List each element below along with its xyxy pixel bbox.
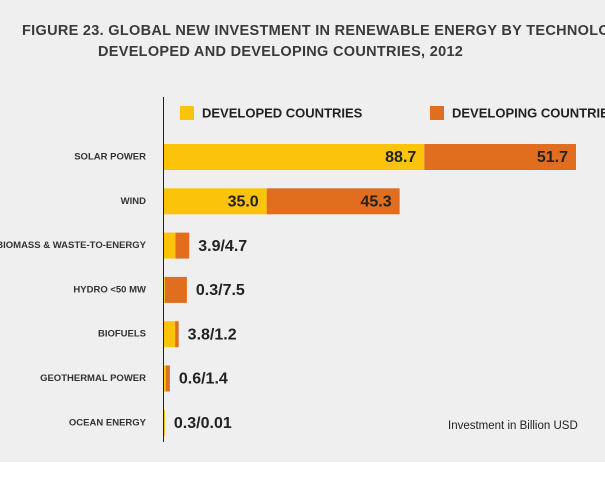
legend-swatch [430, 106, 444, 120]
bar-segment [164, 409, 165, 436]
category-label: WIND [121, 196, 146, 207]
bar-segment [164, 144, 425, 170]
value-label: 0.6/1.4 [179, 371, 228, 388]
chart-subtitle: DEVELOPED AND DEVELOPING COUNTRIES, 2012 [98, 44, 463, 60]
bar-segment [165, 365, 170, 392]
background [0, 0, 605, 462]
category-label: OCEAN ENERGY [69, 417, 147, 428]
legend-label: DEVELOPED COUNTRIES [202, 105, 363, 120]
value-label: 0.3/0.01 [174, 415, 232, 432]
category-label: BIOMASS & WASTE-TO-ENERGY [0, 240, 147, 251]
category-label: BIOFUELS [98, 329, 146, 340]
bar-segment [175, 321, 179, 348]
value-label: 0.3/7.5 [196, 282, 245, 299]
bar-segment [175, 232, 190, 259]
category-label: GEOTHERMAL POWER [40, 373, 146, 384]
bar-segment [164, 365, 166, 392]
bar-segment [266, 188, 400, 215]
bar-segment [164, 276, 165, 303]
bar-segment [164, 276, 187, 303]
bar-segment [164, 232, 176, 259]
bar-segment [164, 188, 267, 215]
chart-title: FIGURE 23. GLOBAL NEW INVESTMENT IN RENE… [22, 23, 605, 39]
value-label: 3.8/1.2 [188, 326, 237, 343]
value-label: 35.0 [228, 194, 259, 211]
value-label: 51.7 [537, 149, 568, 166]
bar-segment [424, 144, 576, 170]
value-label: 45.3 [360, 194, 391, 211]
note: Investment in Billion USD [448, 420, 578, 432]
bar-segment [164, 321, 176, 348]
legend-label: DEVELOPING COUNTRIES [452, 105, 605, 120]
legend-swatch [180, 106, 194, 120]
value-label: 3.9/4.7 [198, 238, 247, 255]
category-label: SOLAR POWER [74, 152, 146, 163]
value-label: 88.7 [385, 149, 416, 166]
category-label: HYDRO <50 MW [73, 284, 146, 295]
